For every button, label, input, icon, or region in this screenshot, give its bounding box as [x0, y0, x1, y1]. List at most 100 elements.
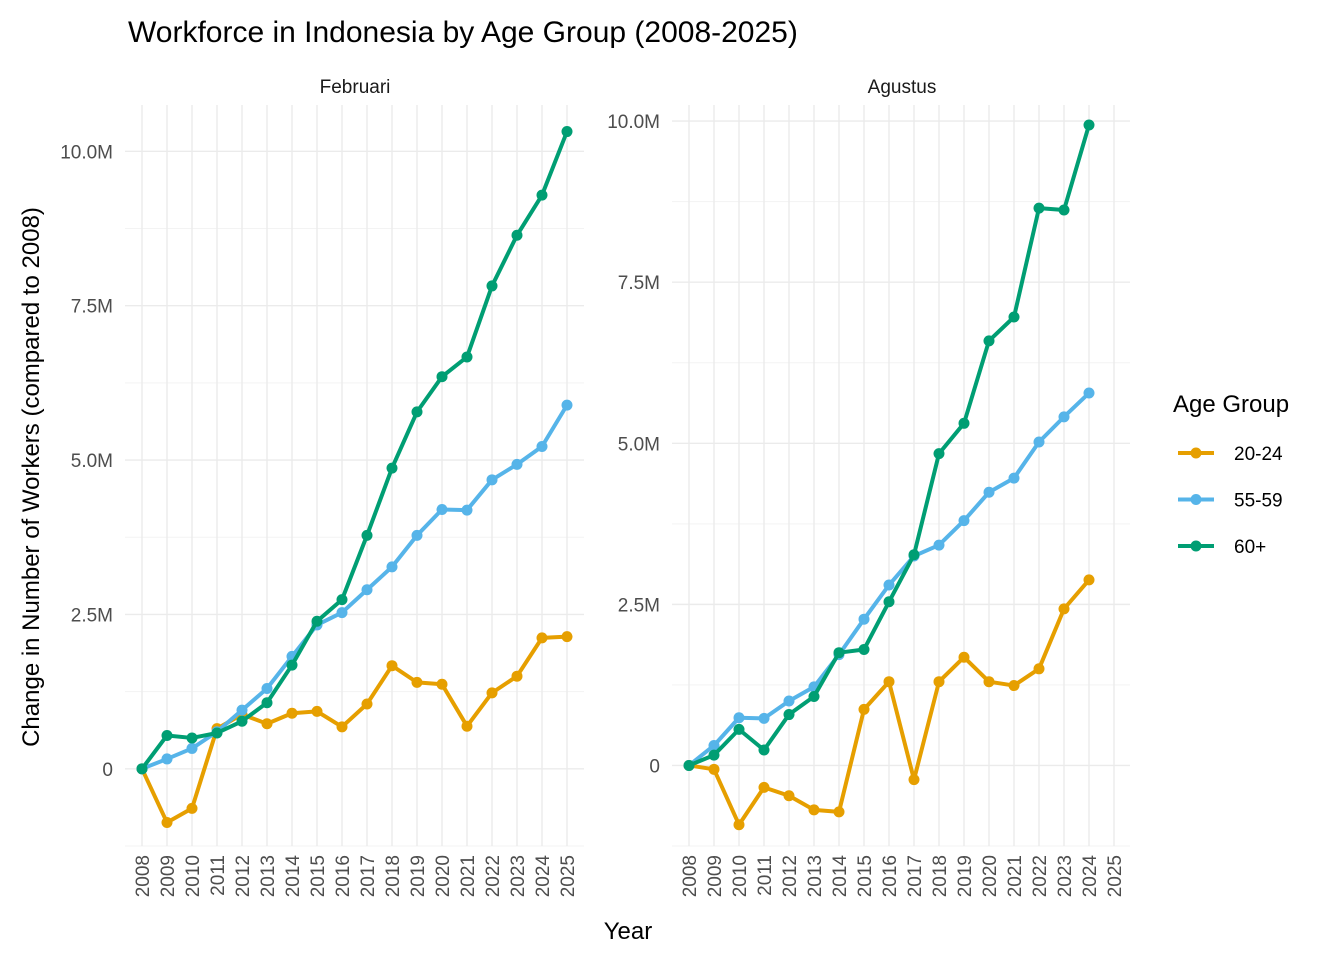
februari-x-tick-label: 2016 [333, 855, 354, 897]
februari-point-60plus [336, 594, 348, 606]
agustus-x-tick-label: 2010 [730, 855, 751, 897]
agustus-y-tick-label: 2.5M [618, 595, 660, 616]
agustus-point-60plus [733, 723, 745, 735]
februari-point-20-24 [511, 670, 523, 682]
februari-point-55-59 [186, 742, 198, 754]
agustus-y-tick-label: 0 [649, 756, 660, 777]
agustus-x-tick-label: 2020 [980, 855, 1001, 897]
februari-point-20-24 [386, 660, 398, 672]
agustus-y-tick-label: 5.0M [618, 434, 660, 455]
februari-x-tick-label: 2012 [233, 855, 254, 897]
legend-key-point [1190, 540, 1202, 552]
agustus-x-tick-label: 2014 [830, 855, 851, 898]
agustus-x-tick-label: 2021 [1005, 855, 1026, 897]
agustus-x-tick-label: 2012 [780, 855, 801, 897]
februari-point-60plus [386, 462, 398, 474]
agustus-point-55-59 [933, 539, 945, 551]
februari-point-55-59 [536, 440, 548, 452]
februari-x-tick-label: 2017 [358, 855, 379, 897]
agustus-x-tick-label: 2022 [1030, 855, 1051, 897]
februari-point-60plus [511, 229, 523, 241]
februari-point-55-59 [336, 607, 348, 619]
agustus-point-55-59 [858, 613, 870, 625]
februari-point-20-24 [261, 718, 273, 730]
februari-point-55-59 [386, 561, 398, 573]
agustus-point-20-24 [1083, 574, 1095, 586]
agustus-x-tick-label: 2009 [705, 855, 726, 897]
februari-x-tick-label: 2021 [458, 855, 479, 897]
februari-point-60plus [211, 727, 223, 739]
februari-point-55-59 [436, 503, 448, 515]
agustus-point-20-24 [958, 651, 970, 663]
legend-label-60plus: 60+ [1234, 537, 1266, 558]
februari-point-60plus [361, 529, 373, 541]
februari-point-20-24 [161, 817, 173, 829]
legend-key-point [1190, 494, 1202, 505]
panel-februari-label: Februari [320, 77, 391, 98]
agustus-point-55-59 [1033, 436, 1045, 448]
februari-point-60plus [286, 659, 298, 671]
agustus-point-20-24 [858, 703, 870, 715]
chart-title: Workforce in Indonesia by Age Group (200… [128, 16, 798, 49]
agustus-x-tick-label: 2019 [955, 855, 976, 897]
februari-x-tick-label: 2019 [408, 855, 429, 897]
februari-point-20-24 [536, 632, 548, 644]
februari-x-tick-label: 2013 [258, 855, 279, 897]
agustus-x-tick-label: 2017 [905, 855, 926, 897]
februari-x-tick-label: 2015 [308, 855, 329, 897]
y-axis-title: Change in Number of Workers (compared to… [18, 207, 45, 747]
februari-point-20-24 [286, 707, 298, 719]
agustus-point-55-59 [983, 486, 995, 498]
agustus-point-55-59 [1008, 472, 1020, 484]
februari-y-tick-label: 10.0M [60, 142, 113, 163]
februari-point-55-59 [361, 584, 373, 596]
februari-x-tick-label: 2025 [558, 855, 579, 897]
februari-point-55-59 [236, 704, 248, 716]
februari-point-20-24 [561, 631, 573, 643]
agustus-point-20-24 [1008, 680, 1020, 692]
legend-key-55-59 [1178, 494, 1214, 505]
legend-label-20-24: 20-24 [1234, 444, 1283, 465]
februari-point-20-24 [486, 687, 498, 699]
februari-point-20-24 [461, 720, 473, 732]
februari-point-60plus [311, 615, 323, 627]
agustus-point-60plus [783, 709, 795, 721]
agustus-point-60plus [833, 647, 845, 659]
agustus-point-20-24 [983, 676, 995, 688]
agustus-point-20-24 [833, 806, 845, 818]
februari-point-60plus [161, 729, 173, 741]
februari-series-20-24 [136, 631, 573, 829]
februari-x-tick-label: 2022 [483, 855, 504, 897]
februari-series-60plus [136, 126, 573, 775]
agustus-point-55-59 [1083, 387, 1095, 399]
februari-x-tick-label: 2009 [158, 855, 179, 897]
februari-point-60plus [236, 715, 248, 727]
agustus-point-20-24 [808, 804, 820, 816]
agustus-point-60plus [933, 448, 945, 460]
agustus-x-tick-label: 2011 [755, 855, 776, 896]
agustus-x-tick-label: 2015 [855, 855, 876, 897]
agustus-point-20-24 [733, 819, 745, 831]
februari-y-tick-label: 2.5M [71, 605, 113, 626]
februari-point-20-24 [436, 678, 448, 690]
februari-point-60plus [436, 371, 448, 383]
agustus-point-20-24 [883, 676, 895, 688]
agustus-x-tick-label: 2025 [1105, 855, 1126, 897]
agustus-point-55-59 [1058, 411, 1070, 423]
februari-point-60plus [411, 406, 423, 418]
agustus-point-55-59 [783, 695, 795, 707]
agustus-point-55-59 [958, 515, 970, 527]
februari-point-60plus [136, 763, 148, 775]
agustus-point-60plus [908, 549, 920, 561]
legend-key-20-24 [1178, 447, 1214, 459]
februari-point-55-59 [161, 753, 173, 765]
agustus-point-55-59 [733, 712, 745, 724]
februari-x-tick-label: 2011 [208, 855, 229, 896]
februari-line-60plus [140, 129, 569, 771]
legend-key-point [1190, 447, 1202, 459]
februari-y-tick-label: 7.5M [71, 297, 113, 318]
agustus-x-tick-label: 2016 [880, 855, 901, 897]
agustus-point-60plus [1008, 311, 1020, 323]
